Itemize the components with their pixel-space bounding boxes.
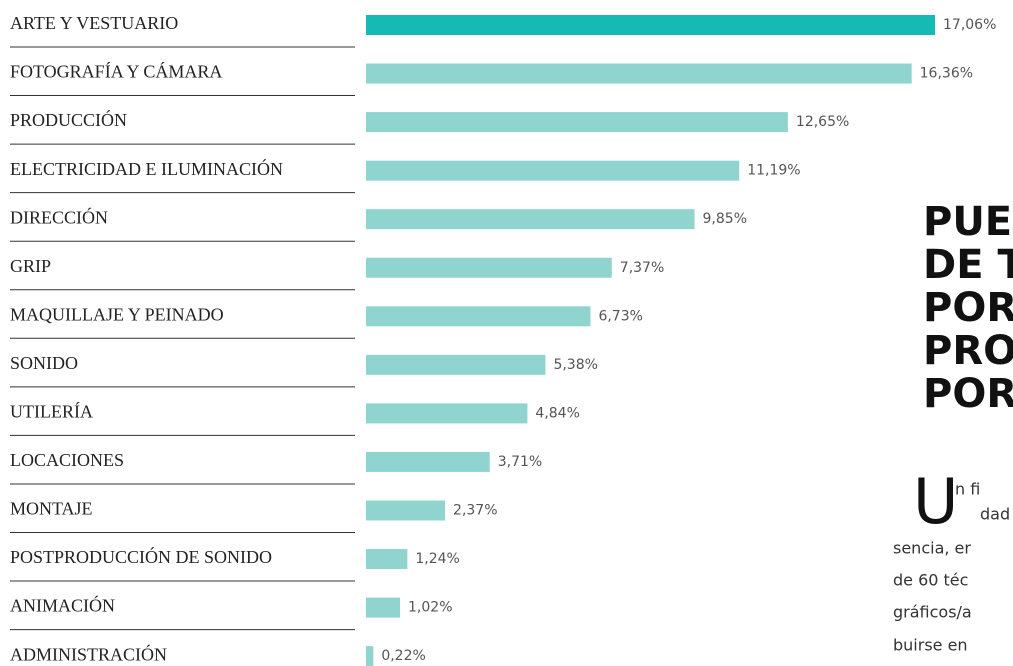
category-label: PRODUCCIÓN [10,109,127,130]
value-label: 3,71% [498,454,542,470]
category-label: LOCACIONES [10,450,124,470]
category-label: ADMINISTRACIÓN [10,643,167,664]
bar [366,597,401,618]
value-label: 7,37% [620,260,664,276]
category-label: ARTE Y VESTUARIO [10,13,178,33]
bar [366,15,935,35]
category-label: ELECTRICIDAD E ILUMINACIÓN [10,158,283,179]
heading-line: PRO [923,328,1013,374]
category-label: POSTPRODUCCIÓN DE SONIDO [10,546,272,567]
body-line: gráficos/a [893,603,972,622]
category-label: MONTAJE [10,499,93,519]
value-label: 11,19% [747,163,800,179]
value-label: 1,02% [408,600,452,616]
category-label: ANIMACIÓN [10,595,115,616]
body-line: buirse en [893,636,968,655]
category-label: UTILERÍA [10,401,93,422]
bar [366,306,591,327]
bar [366,500,446,521]
value-label: 2,37% [453,503,497,519]
category-label: DIRECCIÓN [10,206,108,227]
bar [366,451,490,472]
category-label: SONIDO [10,353,78,373]
bar [366,63,912,84]
value-label: 12,65% [796,114,849,130]
heading-line: POR [923,285,1013,331]
bar [366,209,695,230]
bar [366,354,546,375]
bar [366,549,408,570]
value-label: 5,38% [553,357,597,373]
body-line: dad [980,505,1010,524]
drop-cap: U [913,465,958,538]
heading-line: POR [923,371,1013,417]
value-label: 0,22% [381,648,425,664]
bar [366,160,740,181]
category-label: FOTOGRAFÍA Y CÁMARA [10,61,222,82]
value-label: 16,36% [920,66,973,82]
body-line: n fi [955,480,980,499]
bar [366,257,612,278]
value-label: 4,84% [535,405,579,421]
category-label: GRIP [10,256,51,276]
category-label: MAQUILLAJE Y PEINADO [10,304,224,324]
heading-line: PUES [923,199,1013,245]
value-label: 6,73% [598,308,642,324]
bar [366,646,374,666]
value-label: 17,06% [943,17,996,33]
body-line: de 60 téc [893,571,968,590]
heading-line: DE TI [923,242,1013,288]
body-line: sencia, er [893,539,971,558]
bar [366,403,528,424]
value-label: 9,85% [703,211,747,227]
value-label: 1,24% [415,551,459,567]
bar [366,112,788,133]
